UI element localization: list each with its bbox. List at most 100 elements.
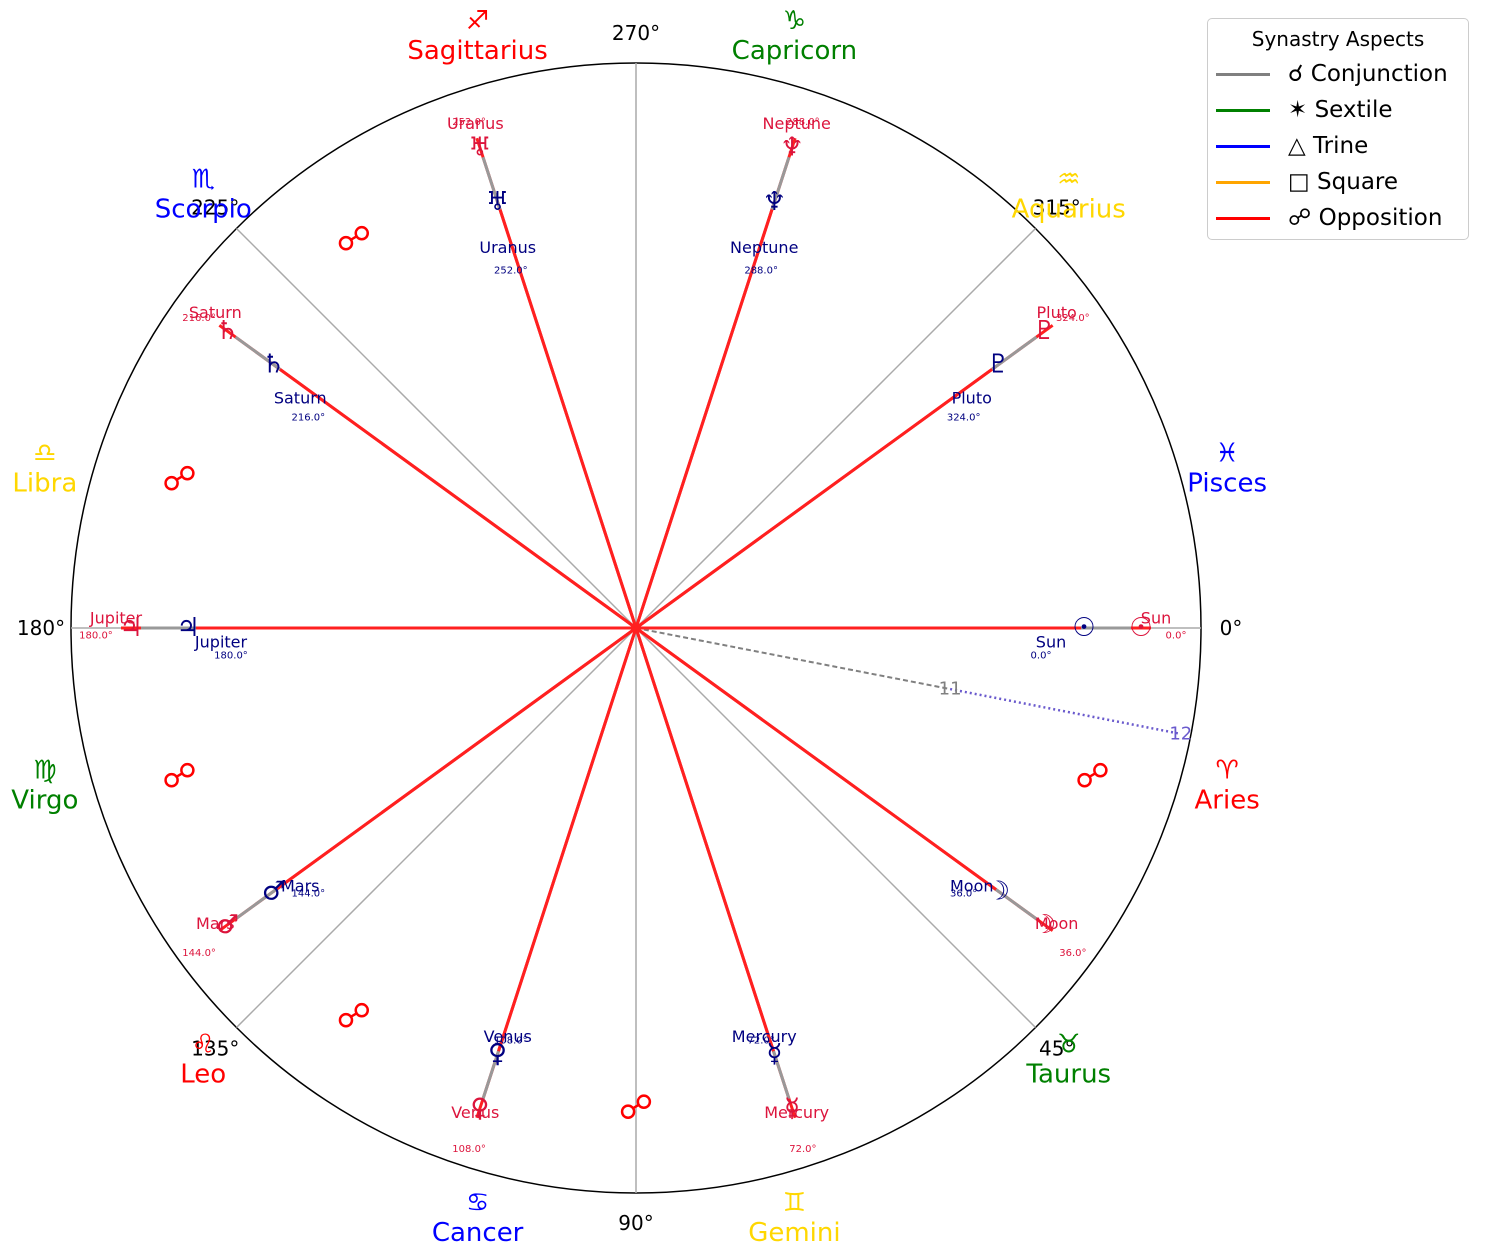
chart-b-jupiter-label: Jupiter	[89, 609, 143, 628]
chart-b-pluto-label: Pluto	[1037, 303, 1077, 322]
chart-a-pluto-degree: 324.0°	[947, 412, 981, 423]
chart-a-neptune-glyph: ♆	[763, 187, 786, 217]
sign-capricorn-label: Capricorn	[732, 36, 857, 66]
spoke-225	[235, 227, 637, 629]
chart-b-saturn-glyph: ♄	[216, 316, 239, 346]
chart-a-uranus-degree: 252.0°	[494, 265, 528, 276]
chart-b-saturn-degree: 216.0°	[182, 313, 216, 324]
sign-gemini-label: Gemini	[748, 1218, 840, 1248]
legend-item-square: □ Square	[1216, 167, 1398, 197]
chart-b-uranus-degree: 252.0°	[452, 117, 486, 128]
chart-a-mercury-degree: 72.0°	[748, 1036, 775, 1047]
legend-swatch-opposition	[1216, 216, 1270, 220]
sign-leo-icon: ♌	[192, 1030, 215, 1060]
sign-virgo-icon: ♍	[33, 755, 56, 785]
sign-scorpio-icon: ♏	[192, 164, 215, 194]
node-line-inner	[635, 627, 951, 691]
sign-aries-label: Aries	[1195, 785, 1260, 815]
chart-b-saturn-label: Saturn	[189, 303, 242, 322]
legend-item-conjunction: ☌ Conjunction	[1216, 59, 1448, 89]
wheel-grid: 0° 45° 90° 135° 180° 225° 270° 315°	[17, 21, 1242, 1235]
sign-cancer-label: Cancer	[432, 1218, 524, 1248]
sign-taurus-label: Taurus	[1025, 1060, 1111, 1090]
chart-a-venus-degree: 108.0°	[494, 1036, 528, 1047]
legend-label-trine: △ Trine	[1288, 133, 1369, 159]
conjunction-tick-uranus	[481, 156, 502, 210]
chart-b-moon-label: Moon	[1035, 914, 1079, 933]
legend-label-conjunction: ☌ Conjunction	[1288, 61, 1448, 87]
aspect-markers: ☍ ☍ ☍ ☍ ☍ ☍	[162, 220, 1109, 1128]
chart-b-moon-glyph: ☽	[1033, 910, 1056, 940]
chart-b-pluto-glyph: ♇	[1033, 316, 1056, 346]
conjunction-tick-venus	[481, 1046, 502, 1100]
node-line-outer	[949, 687, 1182, 736]
sign-leo-label: Leo	[180, 1060, 226, 1090]
chart-b-mercury-degree: 72.0°	[789, 1144, 816, 1155]
chart-a-mercury-glyph: ☿	[766, 1039, 782, 1069]
chart-a-jupiter-label: Jupiter	[194, 633, 248, 652]
chart-a-neptune-label: Neptune	[730, 238, 798, 257]
sign-taurus-icon: ♉	[1057, 1030, 1080, 1060]
chart-b-jupiter-glyph: ♃	[119, 613, 142, 643]
chart-a-moon-degree: 36.0°	[950, 889, 977, 900]
angle-label-225: 225°	[191, 195, 239, 219]
chart-a-jupiter-degree: 180.0°	[214, 651, 248, 662]
legend-swatch-trine	[1216, 144, 1270, 148]
sign-cancer-icon: ♋	[466, 1188, 489, 1218]
sign-aquarius-icon: ♒	[1057, 164, 1080, 194]
chart-a-mars-glyph: ♂	[262, 876, 285, 906]
sign-sagittarius-label: Sagittarius	[407, 36, 547, 66]
chart-a-venus-label: Venus	[484, 1027, 532, 1046]
chart-a-jupiter-glyph: ♃	[176, 613, 199, 643]
chart-b-mars-degree: 144.0°	[182, 948, 216, 959]
chart-b-sun-label: Sun	[1141, 609, 1171, 628]
chart-b-jupiter-degree: 180.0°	[79, 631, 113, 642]
chart-b-uranus-glyph: ♅	[468, 133, 491, 163]
aspect-line-uranus-uranus	[475, 137, 775, 1052]
conjunction-tick-pluto	[991, 335, 1038, 371]
chart-a-moon-label: Moon	[950, 876, 994, 895]
sign-pisces-icon: ♓	[1215, 439, 1238, 469]
chart-a-uranus-glyph: ♅	[486, 187, 509, 217]
sign-pisces-label: Pisces	[1187, 469, 1267, 499]
aspect-line-neptune-neptune	[497, 137, 797, 1052]
angle-label-315: 315°	[1033, 195, 1081, 219]
conjunction-tick-moon	[991, 885, 1038, 921]
legend-label-square: □ Square	[1288, 169, 1399, 195]
chart-a-sun-degree: 0.0°	[1031, 651, 1052, 662]
chart-b-venus-glyph: ♀	[470, 1093, 489, 1123]
chart-b-neptune-degree: 288.0°	[786, 117, 820, 128]
sign-libra-icon: ♎	[33, 439, 56, 469]
chart-a-neptune-degree: 288.0°	[744, 265, 778, 276]
angle-label-270: 270°	[612, 21, 660, 45]
legend-swatch-sextile	[1216, 108, 1270, 112]
chart-b-mars-label: Mars	[196, 914, 235, 933]
opposition-marker-2: ☍	[337, 996, 371, 1036]
opposition-marker-0: ☍	[1075, 756, 1109, 796]
chart-a-saturn-label: Saturn	[274, 389, 327, 408]
chart-a-sun-glyph: ☉	[1072, 613, 1095, 643]
node-marker-label-inner: 11	[939, 679, 962, 700]
chart-a-mars-degree: 144.0°	[292, 889, 326, 900]
chart-b-venus-degree: 108.0°	[452, 1144, 486, 1155]
legend-title: Synastry Aspects	[1251, 27, 1425, 51]
chart-a-saturn-glyph: ♄	[262, 350, 285, 380]
chart-b-mercury-glyph: ☿	[784, 1093, 800, 1123]
conjunction-tick-neptune	[770, 156, 791, 210]
chart-b-uranus-label: Uranus	[447, 114, 504, 133]
sign-aquarius-label: Aquarius	[1012, 194, 1126, 224]
sign-scorpio-label: Scorpio	[155, 194, 252, 224]
opposition-marker-1: ☍	[619, 1088, 653, 1128]
aspect-line-saturn-saturn	[218, 324, 997, 891]
angle-label-45: 45°	[1039, 1037, 1074, 1061]
node-marker-label-outer: 12	[1169, 723, 1192, 744]
opposition-marker-4: ☍	[162, 460, 196, 500]
chart-b-neptune-label: Neptune	[763, 114, 831, 133]
legend-item-trine: △ Trine	[1216, 131, 1368, 161]
legend-item-opposition: ☍ Opposition	[1216, 203, 1442, 233]
legend-swatch-square	[1216, 180, 1270, 184]
chart-a-venus-glyph: ♀	[488, 1039, 507, 1069]
chart-b-pluto-degree: 324.0°	[1056, 313, 1090, 324]
legend-label-opposition: ☍ Opposition	[1288, 205, 1443, 231]
